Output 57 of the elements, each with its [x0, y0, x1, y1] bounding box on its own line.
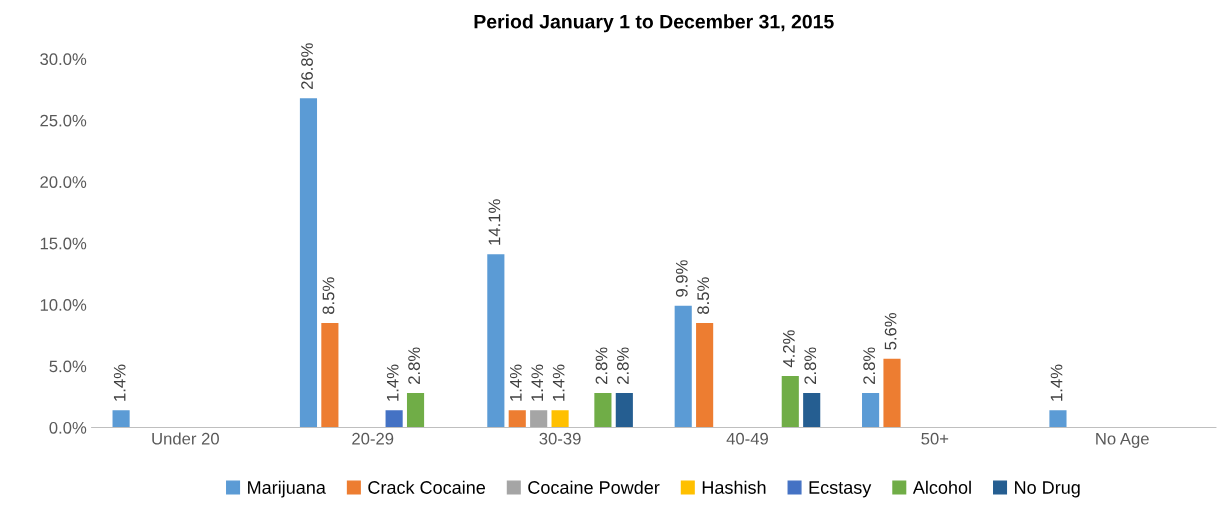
data-label: 2.8% [408, 347, 421, 384]
bar [615, 393, 633, 428]
data-label: 1.4% [552, 364, 565, 401]
y-tick-label: 20.0% [40, 176, 87, 188]
data-label: 9.9% [675, 260, 688, 297]
legend-label: Ecstasy [809, 481, 872, 498]
bar [781, 375, 799, 428]
y-tick-label: 25.0% [40, 114, 87, 127]
y-tick-label: 30.0% [40, 53, 87, 66]
data-label: 8.5% [322, 277, 335, 315]
legend-label: Cocaine Powder [528, 480, 660, 494]
data-label: 2.8% [595, 347, 608, 384]
x-tick-label: 20-29 [352, 432, 394, 445]
bar [508, 410, 526, 428]
x-tick-label: Under 20 [152, 432, 219, 445]
x-tick-label: No Age [1096, 432, 1149, 448]
bar [299, 98, 318, 428]
data-label: 1.4% [531, 364, 544, 401]
data-label: 26.8% [301, 43, 313, 90]
legend-label: Hashish [702, 480, 766, 494]
data-label: 1.4% [1050, 364, 1063, 401]
data-label: 1.4% [386, 364, 399, 401]
data-label: 1.4% [510, 364, 522, 401]
bar [530, 410, 548, 428]
x-tick-label: 40-49 [726, 432, 768, 445]
chart-title: Period January 1 to December 31, 2015 [474, 14, 834, 33]
bar [406, 393, 425, 428]
bar [321, 323, 339, 428]
data-label: 1.4% [113, 364, 126, 401]
data-label: 8.5% [697, 277, 710, 315]
bar [1049, 410, 1067, 428]
bar [862, 393, 880, 428]
y-tick-label: 15.0% [40, 237, 87, 250]
bar [551, 410, 569, 428]
bar [112, 410, 130, 428]
bar [385, 410, 403, 428]
y-tick-label: 0.0% [49, 421, 87, 434]
data-label: 2.8% [617, 347, 629, 384]
y-tick-label: 10.0% [40, 299, 87, 311]
legend-label: Alcohol [912, 480, 971, 494]
bar [674, 305, 692, 428]
legend-label: No Drug [1015, 481, 1080, 498]
bar [696, 323, 714, 428]
data-label: 5.6% [884, 312, 897, 350]
bar [803, 393, 821, 428]
bar [594, 393, 612, 428]
bar [883, 358, 901, 428]
legend-label: Marijuana [248, 480, 326, 498]
x-tick-label: 30-39 [539, 432, 581, 445]
data-label: 2.8% [863, 347, 876, 384]
y-tick-label: 5.0% [49, 360, 87, 373]
legend-label: Crack Cocaine [368, 480, 486, 494]
data-label: 4.2% [782, 330, 795, 368]
data-label: 2.8% [804, 347, 817, 384]
data-label: 14.1% [488, 199, 501, 245]
x-tick-label: 50+ [921, 432, 949, 445]
bar [487, 254, 505, 428]
